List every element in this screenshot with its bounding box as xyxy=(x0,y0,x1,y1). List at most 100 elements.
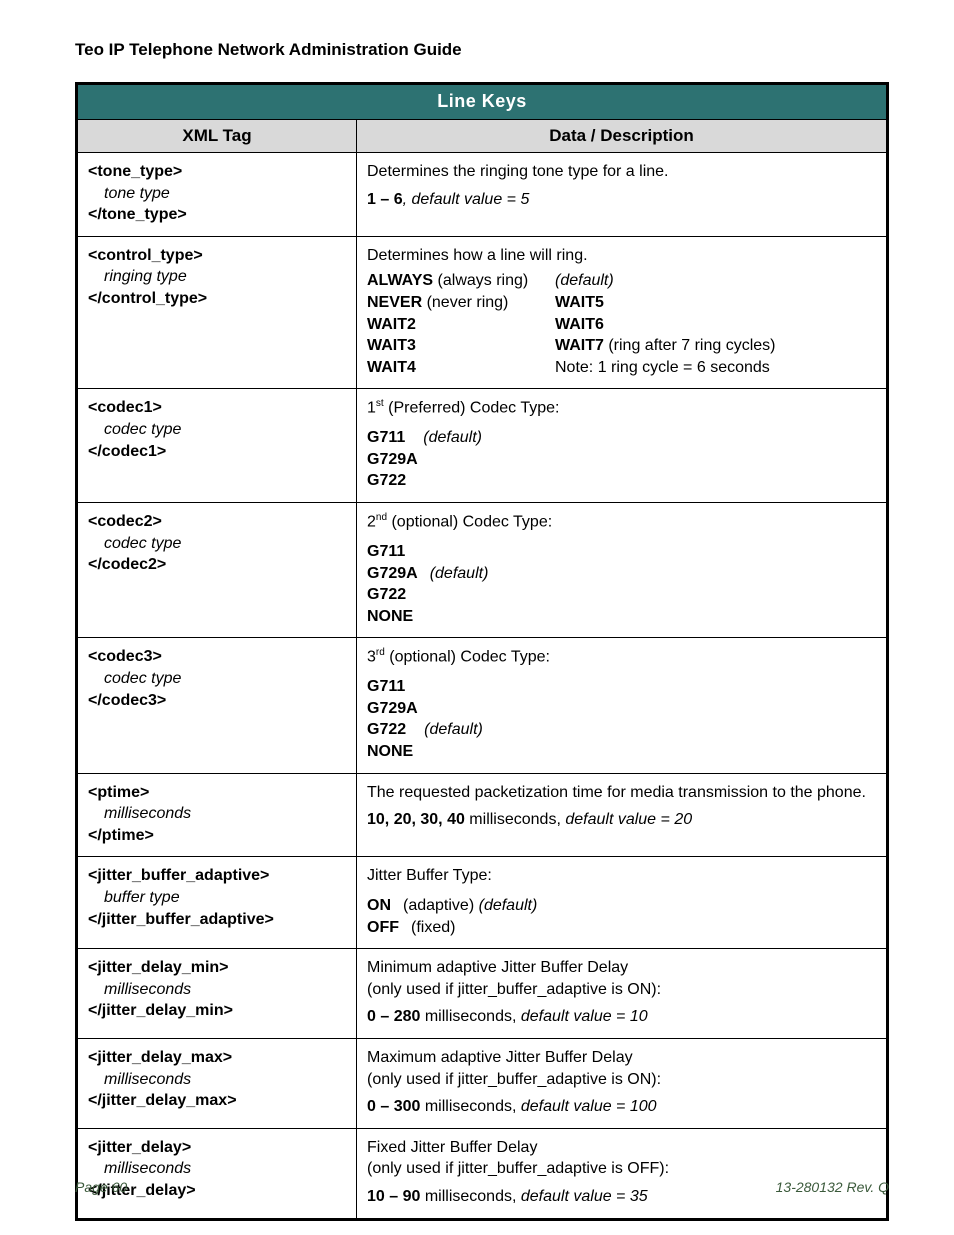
document-title: Teo IP Telephone Network Administration … xyxy=(75,40,889,60)
table-row: <codec2> codec type </codec2> 2nd (optio… xyxy=(77,503,888,638)
line-keys-table: Line Keys XML Tag Data / Description <to… xyxy=(75,82,889,1221)
xml-tag-close: </codec1> xyxy=(88,443,166,460)
desc-range: 0 – 300 xyxy=(367,1098,420,1115)
opt-default: (default) xyxy=(555,270,880,292)
table-row: <jitter_delay_min> milliseconds </jitter… xyxy=(77,949,888,1039)
xml-tag-open: <tone_type> xyxy=(88,163,182,180)
opt: G729A xyxy=(367,698,880,720)
xml-tag-open: <control_type> xyxy=(88,247,203,264)
xml-tag-close: </tone_type> xyxy=(88,206,187,223)
opt-note: Note: 1 ring cycle = 6 seconds xyxy=(555,357,880,379)
desc-text: 2 xyxy=(367,513,376,530)
xml-tag-mid: codec type xyxy=(88,535,181,552)
table-row: <control_type> ringing type </control_ty… xyxy=(77,236,888,389)
xml-tag-close: </jitter_delay_min> xyxy=(88,1002,233,1019)
opt: G729A xyxy=(367,565,418,582)
table-row: <jitter_buffer_adaptive> buffer type </j… xyxy=(77,857,888,949)
xml-tag-close: </codec3> xyxy=(88,692,166,709)
opt: G722 xyxy=(367,584,880,606)
desc-text: (optional) Codec Type: xyxy=(387,513,552,530)
table-title: Line Keys xyxy=(77,84,888,120)
desc-text: The requested packetization time for med… xyxy=(367,782,880,804)
table-row: <codec1> codec type </codec1> 1st (Prefe… xyxy=(77,389,888,503)
desc-text: 3 xyxy=(367,649,376,666)
opt: ON xyxy=(367,897,391,914)
xml-tag-mid: ringing type xyxy=(88,268,187,285)
col-header-xml: XML Tag xyxy=(77,120,357,153)
opt: WAIT5 xyxy=(555,292,880,314)
desc-sup: nd xyxy=(376,512,387,523)
opt: OFF xyxy=(367,919,399,936)
table-row: <codec3> codec type </codec3> 3rd (optio… xyxy=(77,638,888,773)
desc-default: default value = 20 xyxy=(565,811,692,828)
xml-tag-open: <jitter_delay> xyxy=(88,1139,191,1156)
desc-text: (only used if jitter_buffer_adaptive is … xyxy=(367,1069,880,1091)
opt-default: (default) xyxy=(423,429,482,446)
opt: WAIT7 xyxy=(555,337,604,354)
opt-default: (default) xyxy=(430,565,489,582)
desc-default: default value = 10 xyxy=(521,1008,648,1025)
opt: NONE xyxy=(367,741,880,763)
desc-text: Minimum adaptive Jitter Buffer Delay xyxy=(367,957,880,979)
col-header-desc: Data / Description xyxy=(357,120,888,153)
opt: WAIT2 xyxy=(367,314,555,336)
footer-rev: 13-280132 Rev. Q xyxy=(776,1179,889,1195)
desc-text: (optional) Codec Type: xyxy=(385,649,550,666)
desc-text: Fixed Jitter Buffer Delay xyxy=(367,1137,880,1159)
desc-text: Maximum adaptive Jitter Buffer Delay xyxy=(367,1047,880,1069)
xml-tag-mid: milliseconds xyxy=(88,1071,191,1088)
opt: WAIT6 xyxy=(555,314,880,336)
opt: NONE xyxy=(367,606,880,628)
opt: WAIT4 xyxy=(367,357,555,379)
xml-tag-mid: buffer type xyxy=(88,889,180,906)
opt: G711 xyxy=(367,541,880,563)
xml-tag-open: <codec3> xyxy=(88,648,162,665)
xml-tag-close: </jitter_delay_max> xyxy=(88,1092,237,1109)
xml-tag-open: <codec2> xyxy=(88,513,162,530)
xml-tag-mid: milliseconds xyxy=(88,1160,191,1177)
desc-sup: st xyxy=(376,398,384,409)
xml-tag-close: </jitter_buffer_adaptive> xyxy=(88,911,274,928)
xml-tag-mid: codec type xyxy=(88,670,181,687)
opt-default: (default) xyxy=(424,721,483,738)
desc-sup: rd xyxy=(376,647,385,658)
desc-unit: milliseconds, xyxy=(420,1098,520,1115)
desc-unit: milliseconds, xyxy=(465,811,565,828)
opt-note: (adaptive) xyxy=(403,897,474,914)
desc-range: 1 – 6 xyxy=(367,191,403,208)
desc-range: 10, 20, 30, 40 xyxy=(367,811,465,828)
xml-tag-close: </codec2> xyxy=(88,556,166,573)
xml-tag-open: <jitter_delay_min> xyxy=(88,959,229,976)
desc-text: (only used if jitter_buffer_adaptive is … xyxy=(367,979,880,1001)
desc-text: 1 xyxy=(367,400,376,417)
xml-tag-open: <jitter_buffer_adaptive> xyxy=(88,867,269,884)
opt-note: (always ring) xyxy=(433,272,528,289)
desc-unit: milliseconds, xyxy=(420,1008,520,1025)
xml-tag-mid: tone type xyxy=(88,185,170,202)
opt: WAIT3 xyxy=(367,335,555,357)
xml-tag-mid: codec type xyxy=(88,421,181,438)
opt-default: (default) xyxy=(479,897,538,914)
opt-note: (never ring) xyxy=(422,294,508,311)
xml-tag-mid: milliseconds xyxy=(88,805,191,822)
table-row: <jitter_delay_max> milliseconds </jitter… xyxy=(77,1038,888,1128)
opt: G722 xyxy=(367,470,880,492)
desc-text: Determines the ringing tone type for a l… xyxy=(367,161,880,183)
table-row: <tone_type> tone type </tone_type> Deter… xyxy=(77,153,888,237)
desc-text: (Preferred) Codec Type: xyxy=(384,400,560,417)
xml-tag-close: </control_type> xyxy=(88,290,207,307)
desc-default: default value = 100 xyxy=(521,1098,657,1115)
desc-text: Determines how a line will ring. xyxy=(367,245,880,267)
opt: G711 xyxy=(367,429,405,446)
xml-tag-close: </ptime> xyxy=(88,827,154,844)
opt: ALWAYS xyxy=(367,272,433,289)
desc-text: (only used if jitter_buffer_adaptive is … xyxy=(367,1158,880,1180)
desc-text: Jitter Buffer Type: xyxy=(367,865,880,887)
xml-tag-open: <jitter_delay_max> xyxy=(88,1049,232,1066)
table-row: <jitter_delay> milliseconds </jitter_del… xyxy=(77,1128,888,1219)
table-row: <ptime> milliseconds </ptime> The reques… xyxy=(77,773,888,857)
xml-tag-open: <ptime> xyxy=(88,784,149,801)
xml-tag-mid: milliseconds xyxy=(88,981,191,998)
desc-default: , default value = 5 xyxy=(403,191,530,208)
desc-range: 0 – 280 xyxy=(367,1008,420,1025)
